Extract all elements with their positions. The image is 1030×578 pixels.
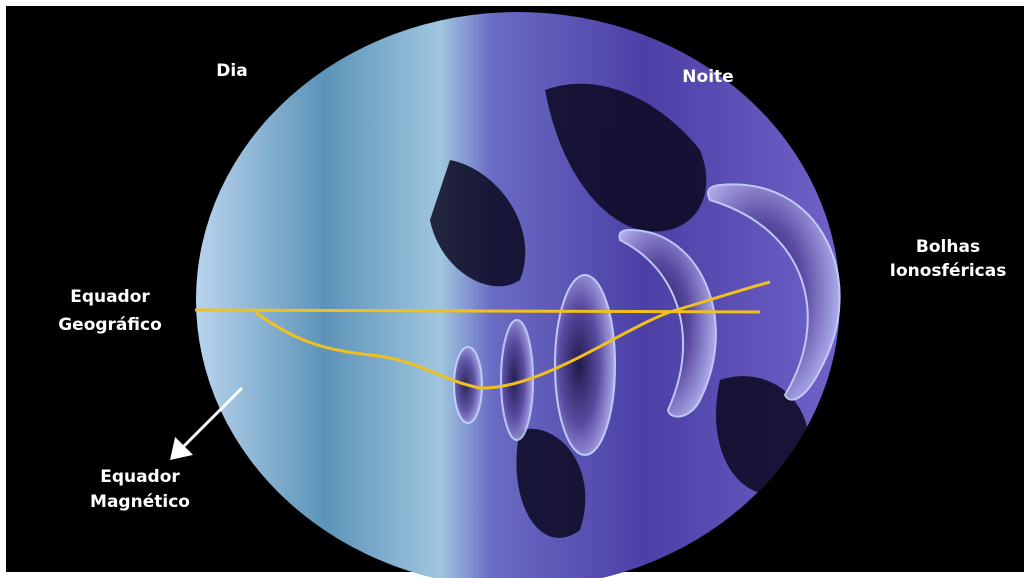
- magnetic-equator-line: [254, 280, 771, 390]
- geographic-equator-label: Equador: [70, 287, 150, 307]
- day-label: Dia: [216, 61, 247, 81]
- globe: [196, 12, 840, 578]
- bubbles-label: Ionosféricas: [890, 261, 1007, 281]
- geographic-equator-label: Geográfico: [58, 315, 162, 335]
- arrow: [170, 386, 244, 460]
- bubbles-label: Bolhas: [916, 237, 980, 257]
- magnetic-equator-label: Magnético: [90, 492, 190, 512]
- geographic-equator-line: [194, 308, 761, 314]
- equator-lines: [194, 280, 771, 390]
- night-label: Noite: [682, 67, 733, 87]
- magnetic-equator-label: Equador: [100, 467, 180, 487]
- night-continents: [430, 83, 809, 538]
